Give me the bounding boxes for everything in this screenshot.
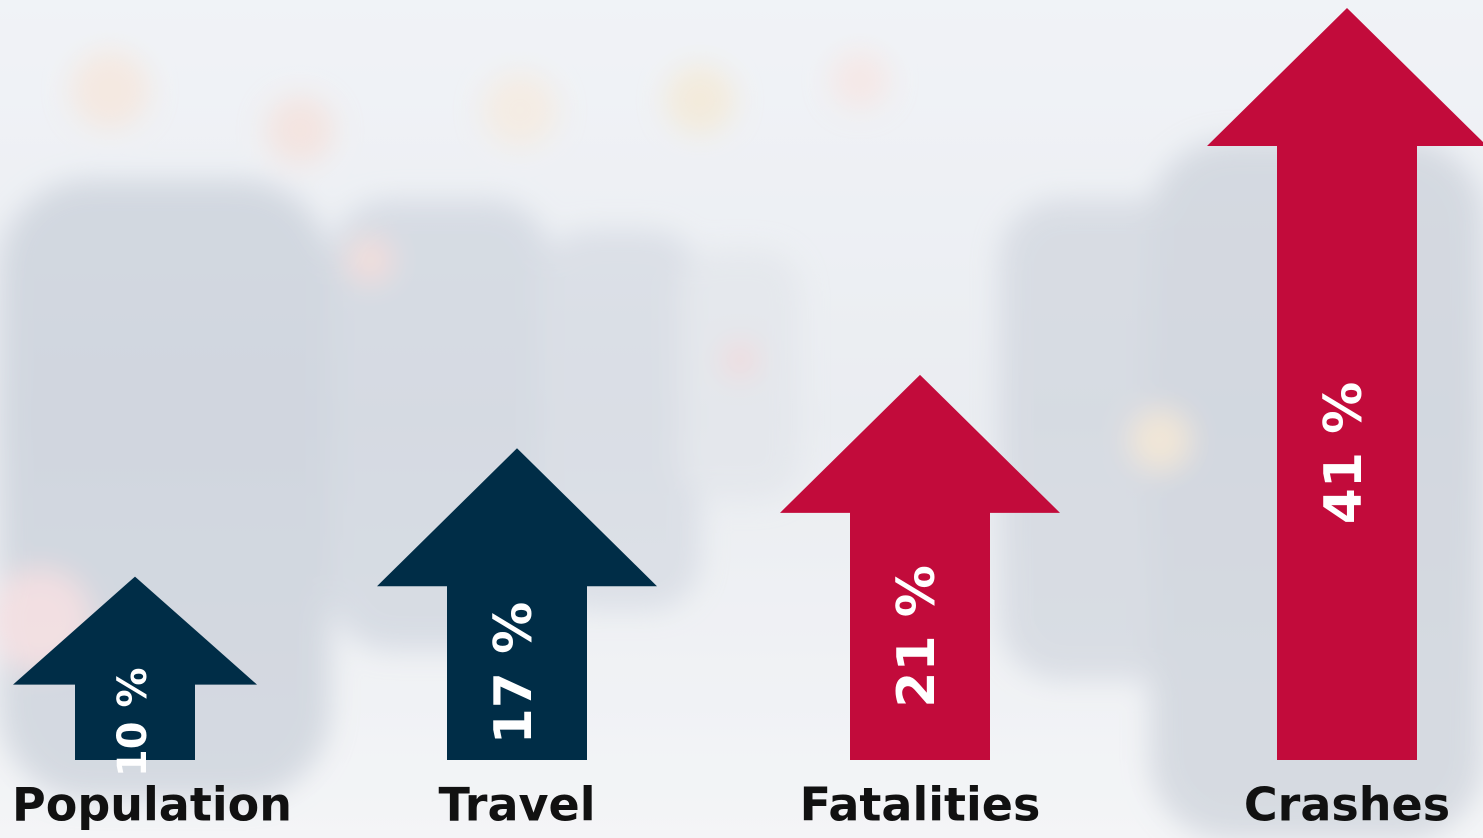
value-label: 41 % (1314, 382, 1374, 525)
value-label: 10 % (110, 667, 156, 777)
category-label: Fatalities (800, 778, 1041, 832)
value-label: 21 % (887, 565, 947, 708)
category-label: Travel (438, 778, 595, 832)
chart: 10 %Population 17 % Travel 21 % Fatalities 41… (0, 0, 1483, 838)
value-label: 17 % (484, 602, 544, 745)
category-label: Population (12, 778, 292, 832)
category-label: Crashes (1244, 778, 1450, 832)
